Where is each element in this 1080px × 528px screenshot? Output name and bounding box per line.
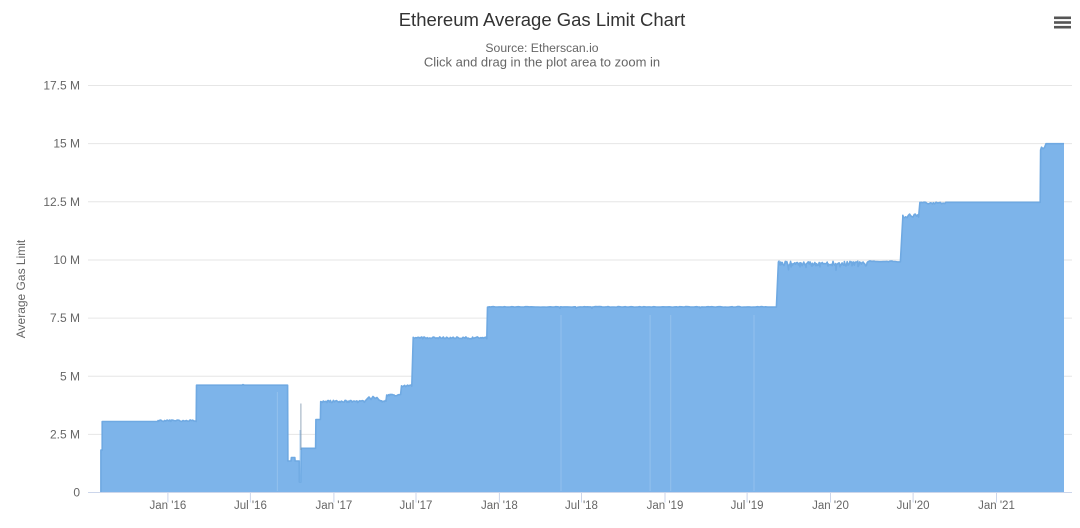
- svg-text:Jan '18: Jan '18: [481, 500, 518, 512]
- svg-text:2.5 M: 2.5 M: [50, 427, 80, 441]
- svg-text:0: 0: [73, 486, 80, 500]
- svg-text:Jul '19: Jul '19: [731, 500, 764, 512]
- svg-text:Jan '20: Jan '20: [812, 500, 849, 512]
- svg-text:Ethereum Average Gas Limit Cha: Ethereum Average Gas Limit Chart: [399, 9, 686, 30]
- svg-text:12.5 M: 12.5 M: [43, 195, 80, 209]
- svg-text:Source: Etherscan.io: Source: Etherscan.io: [485, 41, 598, 55]
- svg-text:Jan '17: Jan '17: [316, 500, 353, 512]
- svg-text:Jul '20: Jul '20: [897, 500, 930, 512]
- svg-text:Jan '21: Jan '21: [978, 500, 1015, 512]
- svg-text:Click and drag in the plot are: Click and drag in the plot area to zoom …: [424, 55, 660, 70]
- svg-text:Jul '16: Jul '16: [234, 500, 267, 512]
- svg-text:15 M: 15 M: [53, 137, 80, 151]
- svg-text:Jan '16: Jan '16: [150, 500, 187, 512]
- svg-text:Average Gas Limit: Average Gas Limit: [14, 239, 28, 338]
- svg-text:Jul '17: Jul '17: [400, 500, 433, 512]
- svg-text:5 M: 5 M: [60, 369, 80, 383]
- svg-text:10 M: 10 M: [53, 253, 80, 267]
- svg-text:17.5 M: 17.5 M: [43, 79, 80, 93]
- svg-text:Jul '18: Jul '18: [565, 500, 598, 512]
- svg-text:Jan '19: Jan '19: [647, 500, 684, 512]
- svg-text:7.5 M: 7.5 M: [50, 311, 80, 325]
